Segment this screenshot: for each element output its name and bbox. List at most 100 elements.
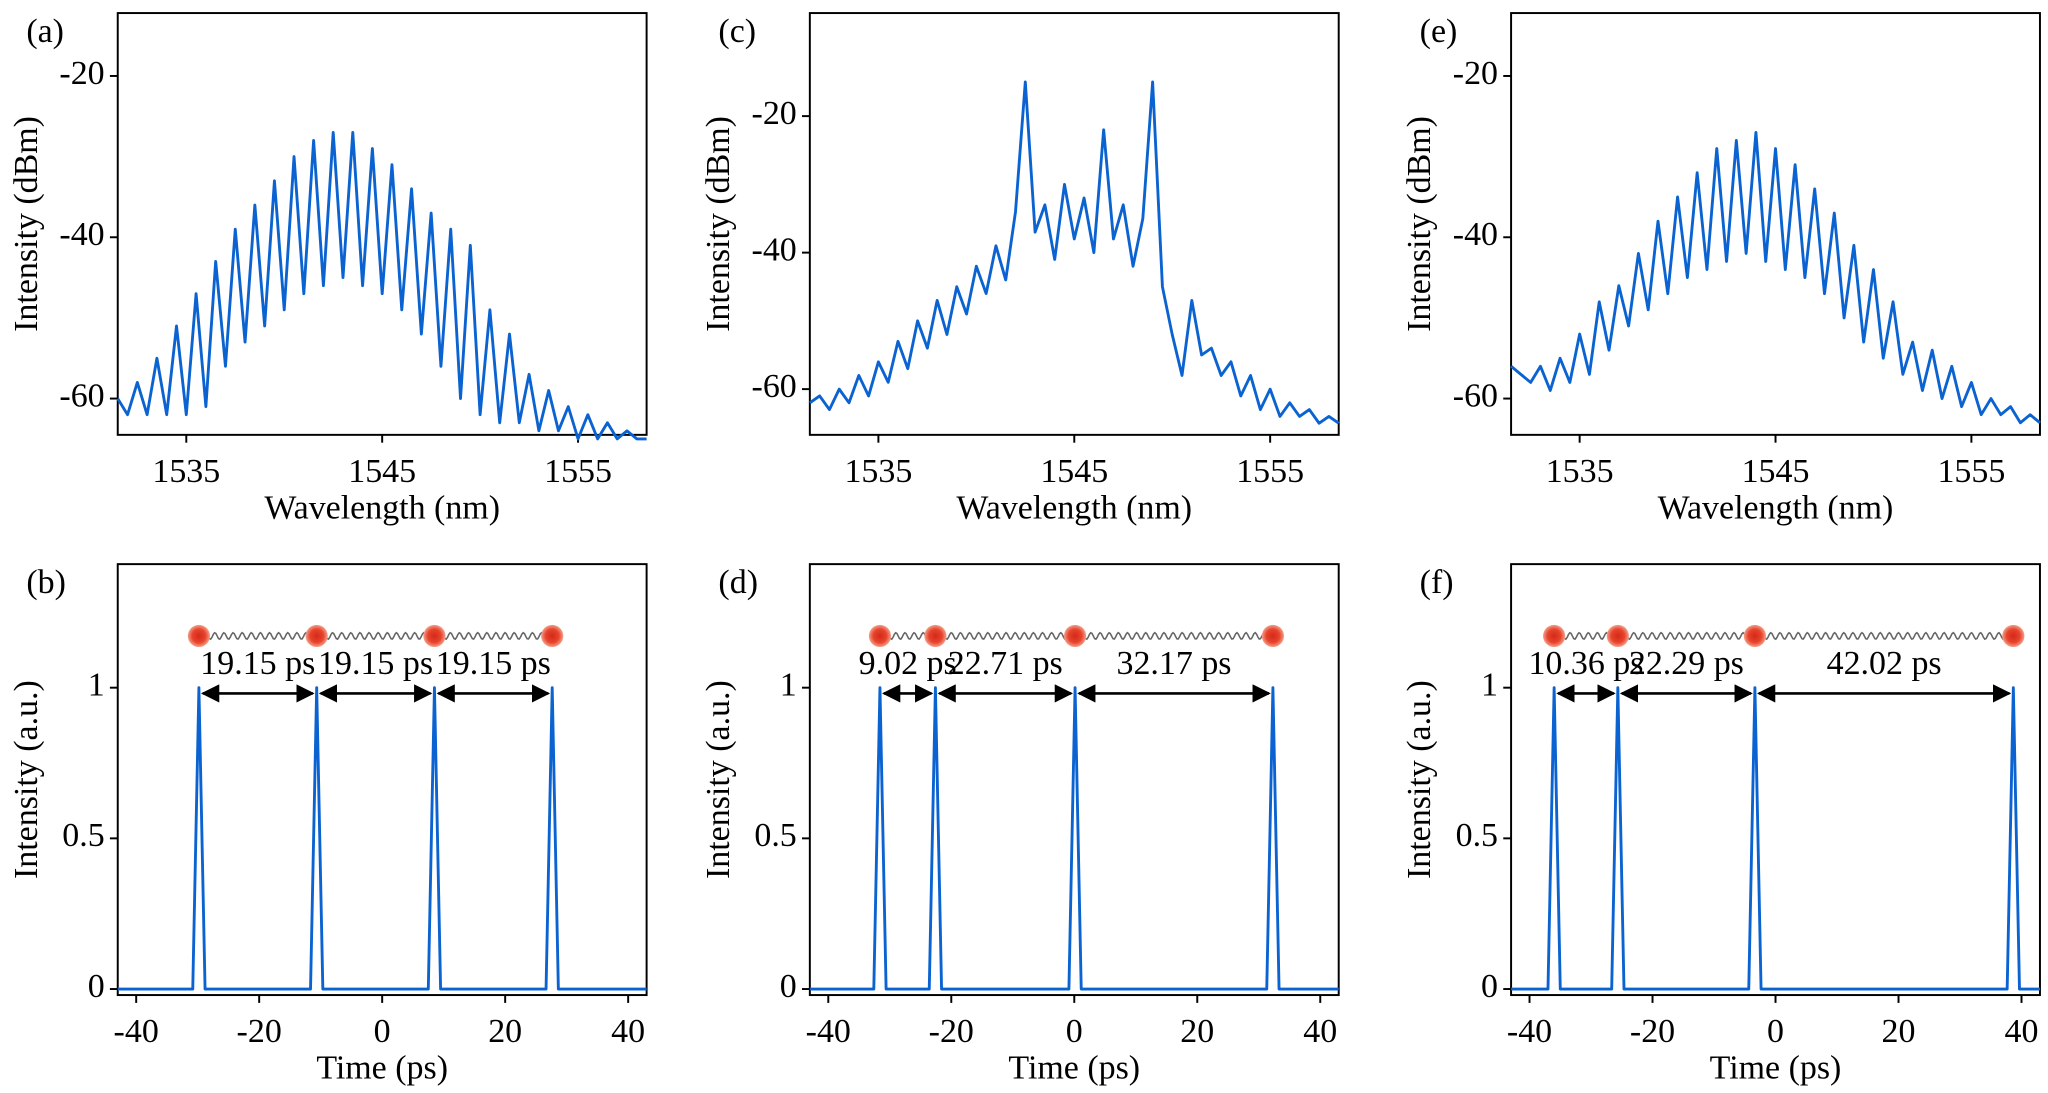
- x-axis-label: Time (ps): [1710, 1050, 1842, 1087]
- y-tick-label: -60: [59, 377, 104, 414]
- soliton-ball: [1743, 624, 1767, 648]
- x-tick-label: 0: [374, 1013, 391, 1050]
- y-tick-label: -60: [752, 368, 797, 405]
- x-tick-label: 1535: [1546, 453, 1614, 490]
- chain-spring: [934, 631, 1075, 641]
- y-tick-label: 0: [88, 968, 105, 1005]
- interval-label: 32.17 ps: [1116, 645, 1231, 682]
- plot-frame: [116, 12, 648, 436]
- x-tick-label: 40: [2005, 1013, 2039, 1050]
- soliton-ball: [423, 624, 446, 648]
- soliton-ball: [1606, 624, 1629, 648]
- y-axis-label: Intensity (dBm): [1401, 116, 1438, 332]
- y-tick-label: -40: [1453, 216, 1498, 253]
- x-tick-label: 1535: [152, 453, 220, 490]
- panel: (c) Wavelength (nm) Intensity (dBm) 1535 154…: [700, 12, 1340, 526]
- y-tick-label: 0.5: [1456, 817, 1498, 854]
- y-tick-label: -20: [59, 55, 104, 92]
- chain-spring: [198, 631, 317, 641]
- x-tick-label: 1555: [1236, 453, 1304, 490]
- x-axis-label: Wavelength (nm): [264, 489, 500, 526]
- y-axis-label: Intensity (dBm): [8, 116, 45, 332]
- y-tick-label: 1: [1481, 666, 1498, 703]
- x-tick-label: 40: [1303, 1013, 1337, 1050]
- chain-spring: [433, 631, 553, 641]
- interval-label: 10.36 ps: [1528, 645, 1643, 682]
- x-tick-label: 20: [488, 1013, 522, 1050]
- data-line: [809, 686, 1339, 991]
- data-line: [1511, 686, 2040, 991]
- x-axis-label: Time (ps): [316, 1050, 448, 1087]
- soliton-ball: [1063, 624, 1087, 648]
- y-tick-label: -60: [1453, 377, 1498, 414]
- interval-label: 19.15 ps: [318, 645, 433, 682]
- y-tick-label: 1: [780, 666, 797, 703]
- x-tick-label: 1555: [544, 453, 612, 490]
- y-tick-label: 0.5: [754, 817, 796, 854]
- x-tick-label: -40: [806, 1013, 851, 1050]
- soliton-ball: [187, 624, 211, 648]
- x-tick-label: 40: [611, 1013, 645, 1050]
- panel-label: (c): [718, 13, 756, 50]
- y-tick-label: -40: [59, 216, 104, 253]
- y-tick-label: -20: [1453, 55, 1498, 92]
- y-axis-label: Intensity (a.u.): [8, 680, 45, 879]
- x-axis-label: Time (ps): [1008, 1050, 1140, 1087]
- plot-frame: [1510, 563, 2041, 997]
- y-tick-label: 0.5: [62, 817, 104, 854]
- panel: (d) Time (ps) Intensity (a.u.) -40 -20 0 20 40 0…: [700, 563, 1340, 1087]
- chain-spring: [1074, 631, 1273, 641]
- soliton-ball: [2002, 624, 2025, 648]
- soliton-ball: [305, 624, 328, 648]
- x-tick-label: -20: [237, 1013, 282, 1050]
- x-axis-label: Wavelength (nm): [1658, 489, 1894, 526]
- chain-spring: [1754, 631, 2013, 641]
- y-tick-label: -20: [752, 95, 797, 132]
- panel: (b) Time (ps) Intensity (a.u.) -40 -20 0 20 40 0…: [8, 563, 648, 1087]
- interval-label: 22.29 ps: [1629, 645, 1744, 682]
- panel-label: (d): [718, 564, 758, 601]
- x-tick-label: 1545: [1742, 453, 1810, 490]
- y-axis-label: Intensity (dBm): [700, 116, 737, 332]
- data-line: [1510, 130, 2041, 425]
- panel: (e) Wavelength (nm) Intensity (dBm) 1535 154…: [1401, 12, 2041, 526]
- soliton-ball: [541, 624, 564, 648]
- panel-label: (b): [26, 564, 66, 601]
- interval-label: 9.02 ps: [859, 645, 957, 682]
- x-tick-label: 20: [1180, 1013, 1214, 1050]
- x-tick-label: -40: [114, 1013, 159, 1050]
- panel: (a) Wavelength (nm) Intensity (dBm) 1535 154…: [8, 12, 648, 526]
- chain-spring: [1617, 631, 1755, 641]
- y-axis-label: Intensity (a.u.): [700, 680, 737, 879]
- x-tick-label: 0: [1767, 1013, 1784, 1050]
- panel: (f) Time (ps) Intensity (a.u.) -40 -20 0 20 40 0…: [1401, 563, 2041, 1087]
- data-line: [117, 686, 647, 991]
- panel-label: (f): [1420, 564, 1454, 601]
- x-tick-label: -20: [929, 1013, 974, 1050]
- interval-label: 19.15 ps: [200, 645, 315, 682]
- soliton-ball: [1261, 624, 1285, 648]
- y-tick-label: 0: [1481, 968, 1498, 1005]
- chain-spring: [315, 631, 435, 641]
- interval-label: 42.02 ps: [1827, 645, 1942, 682]
- x-tick-label: 20: [1882, 1013, 1916, 1050]
- data-line: [809, 80, 1340, 425]
- y-tick-label: -40: [752, 231, 797, 268]
- x-tick-label: 1555: [1937, 453, 2005, 490]
- soliton-ball: [924, 624, 947, 648]
- x-tick-label: 1535: [844, 453, 912, 490]
- x-axis-label: Wavelength (nm): [956, 489, 1192, 526]
- interval-label: 19.15 ps: [436, 645, 551, 682]
- soliton-ball: [1543, 624, 1566, 648]
- plot-frame: [808, 12, 1340, 436]
- x-tick-label: -40: [1507, 1013, 1552, 1050]
- x-tick-label: 1545: [348, 453, 416, 490]
- panel-label: (a): [26, 13, 64, 50]
- data-line: [116, 130, 647, 441]
- x-tick-label: -20: [1630, 1013, 1675, 1050]
- interval-label: 22.71 ps: [948, 645, 1063, 682]
- panel-label: (e): [1420, 13, 1458, 50]
- y-axis-label: Intensity (a.u.): [1401, 680, 1438, 879]
- x-tick-label: 0: [1066, 1013, 1083, 1050]
